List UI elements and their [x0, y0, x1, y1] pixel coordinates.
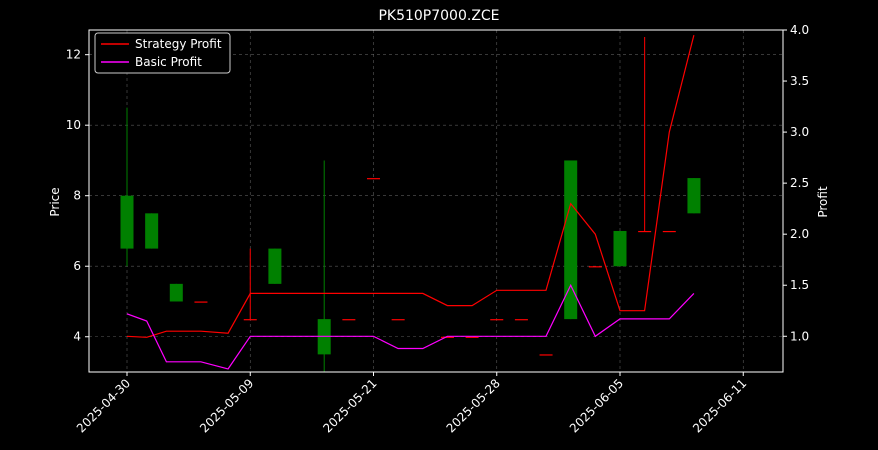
y-left-tick-label: 6: [73, 259, 81, 273]
candle-body: [490, 319, 504, 321]
legend: Strategy Profit Basic Profit: [94, 32, 231, 74]
chart-title: PK510P7000.ZCE: [378, 8, 499, 24]
candle-body: [588, 266, 602, 268]
plot-frame: [88, 29, 784, 373]
y-right-tick-label: 1.0: [790, 329, 809, 343]
basic-profit-line: [126, 283, 695, 370]
candle-body: [514, 319, 528, 321]
y-right-tick-label: 3.5: [790, 74, 809, 88]
strategy-profit-line: [126, 34, 695, 338]
candle-body: [465, 336, 479, 338]
y-right-tick-label: 4.0: [790, 23, 809, 37]
grid-lines: [89, 30, 783, 372]
y-left-tick-label: 10: [66, 118, 81, 132]
candle-body: [662, 230, 676, 233]
y-axis-right-label: Profit: [816, 186, 830, 218]
y-left-tick-label: 4: [73, 330, 81, 344]
candle-body: [120, 195, 134, 249]
candle-body: [613, 230, 627, 267]
candle-body: [169, 283, 183, 302]
candle-body: [687, 178, 701, 214]
y-right-tick-label: 1.5: [790, 278, 809, 292]
legend-label: Strategy Profit: [135, 37, 222, 51]
y-right-tick-label: 2.5: [790, 176, 809, 190]
candlesticks: [120, 37, 701, 372]
legend-label: Basic Profit: [135, 55, 202, 69]
candle-body: [391, 319, 405, 321]
y-left-tick-label: 8: [73, 189, 81, 203]
candle-body: [564, 160, 578, 320]
candle-body: [194, 301, 208, 303]
y-left-tick-label: 12: [66, 48, 81, 62]
candle-body: [539, 354, 553, 356]
candle-body: [243, 319, 257, 321]
y-right-tick-label: 3.0: [790, 125, 809, 139]
candle-body: [268, 248, 282, 284]
candle-body: [145, 213, 159, 249]
candle-body: [440, 336, 454, 338]
candle-body: [367, 178, 380, 180]
y-right-tick-label: 2.0: [790, 227, 809, 241]
y-axis-left-label: Price: [48, 187, 62, 216]
candle-body: [638, 230, 652, 233]
legend-box: [94, 32, 231, 74]
candle-body: [342, 319, 356, 321]
profit-lines: [126, 34, 695, 370]
